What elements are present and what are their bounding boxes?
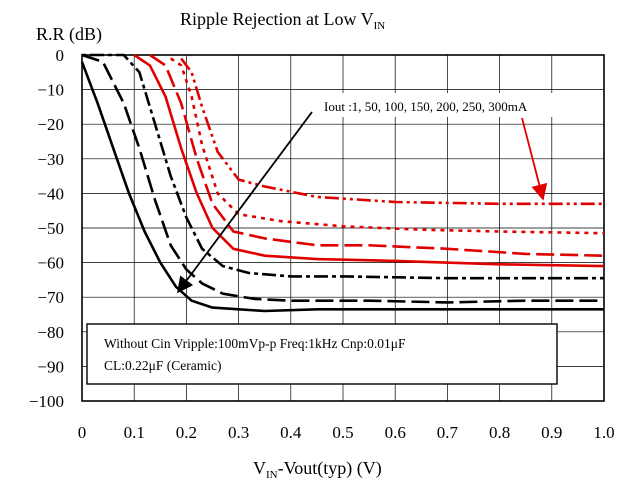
y-tick-label: −40: [37, 184, 64, 203]
x-axis-label-subscript: IN: [266, 469, 278, 481]
series-group: [80, 53, 605, 313]
condition-line-2: CL:0.22μF (Ceramic): [104, 358, 221, 373]
y-axis-label: R.R (dB): [36, 24, 102, 45]
y-tick-label: −10: [37, 81, 64, 100]
y-tick-label: −50: [37, 219, 64, 238]
series-line-4: [133, 53, 605, 268]
x-tick-labels: 0 0.1 0.2 0.3 0.4 0.5 0.6 0.7 0.8 0.9 1.0: [78, 423, 615, 442]
y-tick-label: −30: [37, 150, 64, 169]
x-tick-label: 0.5: [332, 423, 353, 442]
x-tick-label: 0.4: [280, 423, 302, 442]
red-arrow: [521, 117, 548, 201]
chart-title-main: Ripple Rejection at Low V: [180, 9, 374, 29]
plot-frame: [81, 54, 605, 402]
x-tick-label: 0: [78, 423, 87, 442]
series-line-1: [80, 61, 604, 313]
series-line-6: [169, 57, 605, 235]
x-tick-label: 0.7: [437, 423, 459, 442]
x-tick-label: 0.8: [489, 423, 510, 442]
x-tick-label: 0.2: [176, 423, 197, 442]
y-tick-labels: 0 −10 −20 −30 −40 −50 −60 −70 −80 −90 −100: [29, 46, 64, 411]
y-tick-label: −80: [37, 323, 64, 342]
series-line-3: [82, 53, 604, 280]
x-axis-label-rest: -Vout(typ) (V): [278, 458, 382, 479]
chart-title-subscript: IN: [374, 20, 386, 32]
x-tick-label: 0.1: [124, 423, 145, 442]
black-arrow: [177, 111, 313, 294]
series-line-5: [149, 53, 605, 257]
series-line-2: [81, 53, 604, 304]
chart-title: Ripple Rejection at Low VIN: [180, 9, 385, 32]
y-tick-label: −60: [37, 254, 64, 273]
condition-line-1: Without Cin Vripple:100mVp-p Freq:1kHz C…: [104, 336, 406, 351]
y-tick-label: −100: [29, 392, 64, 411]
x-tick-label: 0.9: [541, 423, 562, 442]
iout-annotation: Iout :1, 50, 100, 150, 200, 250, 300mA: [324, 99, 528, 114]
y-tick-label: −70: [37, 288, 64, 307]
y-tick-label: −90: [37, 357, 64, 376]
series-line-7: [180, 57, 604, 206]
iout-label-box: [318, 93, 578, 117]
y-tick-label: 0: [56, 46, 65, 65]
condition-box: [86, 323, 558, 385]
x-tick-label: 0.6: [385, 423, 406, 442]
x-tick-label: 1.0: [593, 423, 614, 442]
x-axis-label-v: V: [253, 458, 266, 478]
x-axis-label: VIN-Vout(typ) (V): [253, 458, 382, 481]
y-tick-label: −20: [37, 115, 64, 134]
x-tick-label: 0.3: [228, 423, 249, 442]
